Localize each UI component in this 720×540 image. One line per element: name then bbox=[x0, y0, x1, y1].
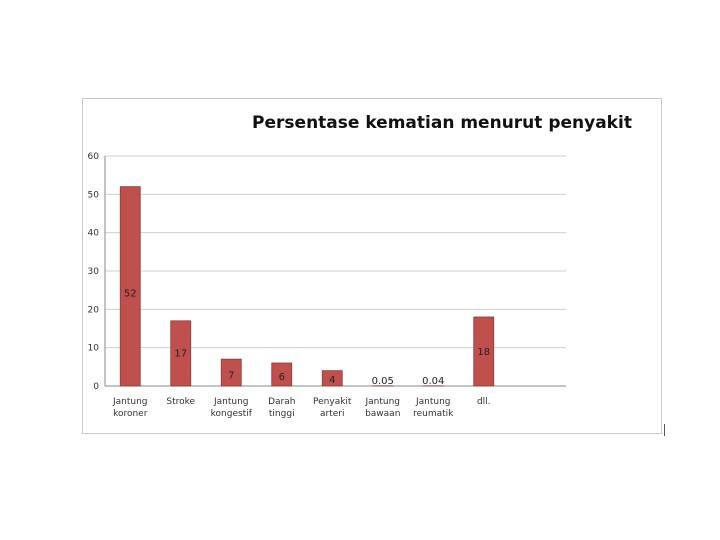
data-label-6: 0.04 bbox=[422, 376, 444, 387]
x-tick-label-2-0: Jantung bbox=[213, 397, 249, 407]
x-tick-label-0-1: koroner bbox=[113, 409, 148, 419]
bar-4 bbox=[321, 370, 343, 387]
x-tick-label-2-1: kongestif bbox=[211, 409, 253, 419]
y-tick-label-20: 20 bbox=[88, 305, 100, 315]
y-tick-label-30: 30 bbox=[88, 267, 100, 277]
edge-mark bbox=[664, 424, 665, 436]
x-tick-label-5-1: bawaan bbox=[365, 409, 400, 419]
x-tick-label-4-0: Penyakit bbox=[313, 397, 352, 407]
x-tick-label-5-0: Jantung bbox=[364, 397, 400, 407]
y-tick-label-10: 10 bbox=[88, 344, 100, 354]
chart-title: Persentase kematian menurut penyakit bbox=[252, 113, 632, 133]
data-label-0: 52 bbox=[124, 288, 137, 299]
data-label-5: 0.05 bbox=[372, 376, 394, 387]
y-tick-label-0: 0 bbox=[93, 382, 99, 392]
x-tick-label-1-0: Stroke bbox=[166, 397, 195, 407]
x-tick-label-3-1: tinggi bbox=[269, 409, 295, 419]
data-label-1: 17 bbox=[174, 349, 187, 360]
x-tick-label-4-1: arteri bbox=[320, 409, 344, 419]
x-tick-label-0-0: Jantung bbox=[112, 397, 148, 407]
y-tick-label-40: 40 bbox=[88, 229, 100, 239]
data-label-3: 6 bbox=[279, 372, 285, 383]
bar-2 bbox=[220, 358, 242, 387]
data-label-4: 4 bbox=[329, 375, 335, 386]
y-tick-label-50: 50 bbox=[88, 190, 100, 200]
x-tick-label-6-0: Jantung bbox=[415, 397, 451, 407]
data-label-2: 7 bbox=[228, 370, 234, 381]
bar-chart: 0 10 20 30 40 50 60 52 Jantung koroner 17 Stroke 7 Ja… bbox=[88, 152, 566, 419]
bar-7 bbox=[473, 316, 495, 387]
bar-1 bbox=[170, 320, 192, 387]
y-tick-label-60: 60 bbox=[88, 152, 100, 162]
data-label-7: 18 bbox=[477, 347, 490, 358]
bar-3 bbox=[271, 362, 293, 387]
x-tick-label-7-0: dll. bbox=[477, 397, 491, 407]
x-tick-label-3-0: Darah bbox=[268, 397, 295, 407]
chart-frame: Persentase kematian menurut penyakit 0 10… bbox=[82, 98, 662, 434]
x-tick-label-6-1: reumatik bbox=[413, 409, 454, 419]
bar-0 bbox=[119, 186, 141, 387]
